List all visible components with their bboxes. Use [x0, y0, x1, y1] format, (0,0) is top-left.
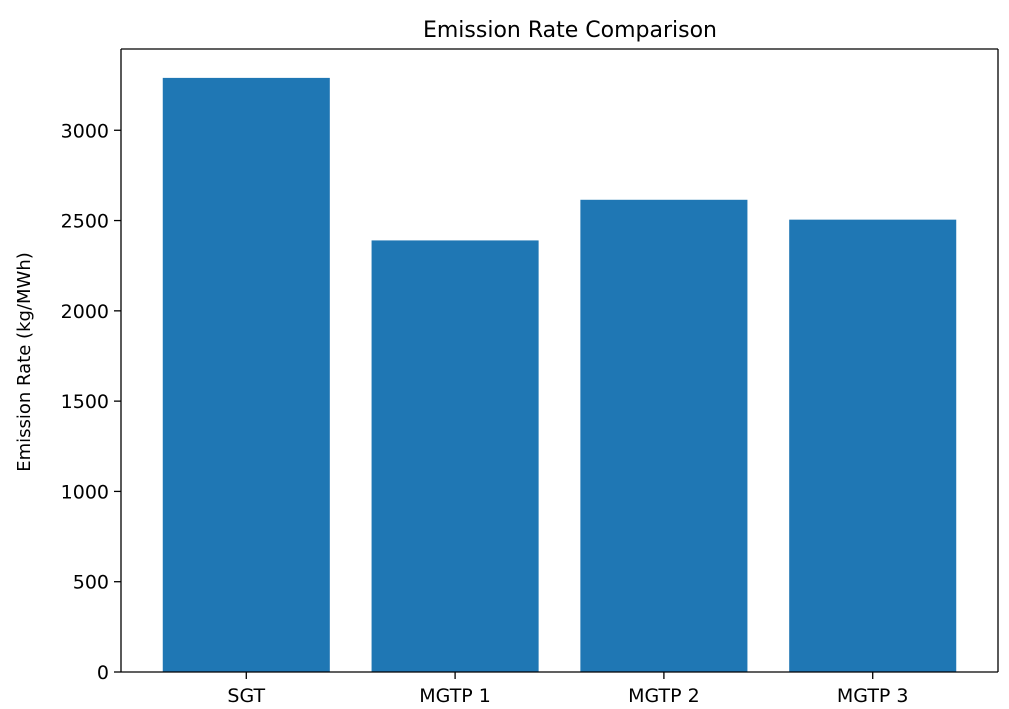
y-tick-label: 500 [73, 572, 109, 594]
bar-sgt [162, 77, 330, 672]
bars-group [162, 77, 957, 672]
y-tick-label: 2000 [61, 301, 109, 323]
axes-frame [120, 48, 999, 673]
y-tick-label: 2500 [61, 211, 109, 233]
y-axis-ticks: 0 500 1000 1500 2000 2500 3000 [61, 120, 121, 684]
x-axis-ticks: SGT MGTP 1 MGTP 2 MGTP 3 [227, 672, 909, 707]
y-tick-label: 1500 [61, 391, 109, 413]
x-tick-label: SGT [227, 685, 265, 705]
chart-title: Emission Rate Comparison [423, 18, 717, 43]
bar-mgtp-1 [371, 240, 539, 672]
x-tick-label: MGTP 2 [628, 685, 700, 705]
x-tick-label: MGTP 1 [419, 685, 491, 705]
y-tick-label: 1000 [61, 481, 109, 503]
bar-mgtp-3 [789, 219, 957, 672]
y-tick-label: 0 [97, 662, 109, 684]
bar-mgtp-2 [580, 199, 748, 672]
y-axis-title: Emission Rate (kg/MWh) [14, 252, 35, 472]
x-tick-label: MGTP 3 [837, 685, 909, 705]
y-tick-label: 3000 [61, 120, 109, 142]
